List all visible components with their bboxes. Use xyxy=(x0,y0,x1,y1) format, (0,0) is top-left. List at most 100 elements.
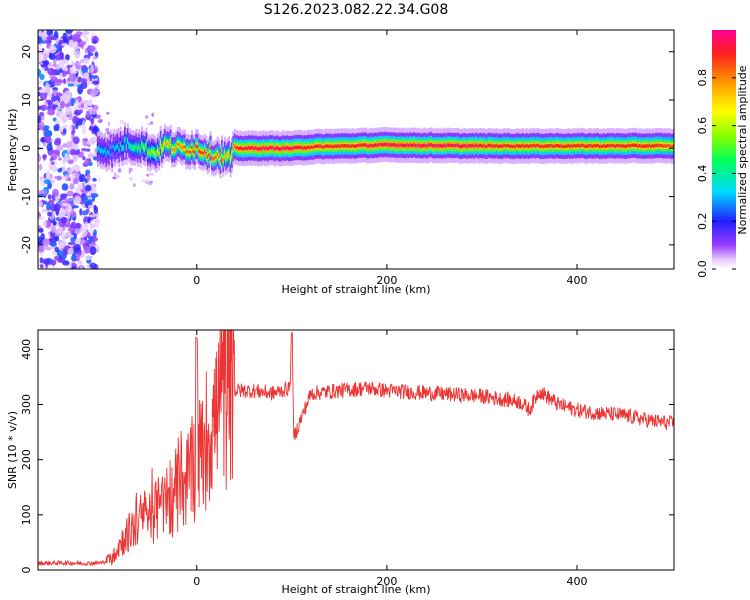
ridge-cell xyxy=(241,147,243,151)
ridge-cell xyxy=(560,144,563,148)
noise-blob xyxy=(145,180,150,185)
noise-blob xyxy=(80,43,84,49)
noise-blob xyxy=(79,266,83,269)
ridge-cell xyxy=(636,143,638,148)
ridge-cell xyxy=(450,143,453,148)
ridge-cell xyxy=(426,144,429,148)
colorbar-gradient xyxy=(712,30,736,269)
ridge-cell xyxy=(395,143,397,147)
ridge-cell xyxy=(165,142,168,146)
ridge-cell xyxy=(333,144,336,148)
ridge-cell xyxy=(295,146,298,150)
ridge-cell xyxy=(365,143,367,147)
ridge-cell xyxy=(124,138,126,142)
ridge-cell xyxy=(634,143,637,147)
noise-blob xyxy=(90,118,95,125)
noise-blob xyxy=(141,179,146,182)
ridge-cell xyxy=(613,143,616,148)
noise-blob xyxy=(50,241,57,247)
snr-frame xyxy=(37,329,675,571)
ridge-cell xyxy=(366,144,369,148)
chart-title: S126.2023.082.22.34.G08 xyxy=(264,2,449,18)
noise-blob xyxy=(48,45,57,54)
noise-blob xyxy=(68,115,73,121)
ridge-cell xyxy=(594,144,597,148)
ridge-cell xyxy=(646,144,648,148)
ridge-cell xyxy=(116,144,119,148)
ridge-cell xyxy=(309,145,312,150)
ridge-cell xyxy=(484,144,487,149)
ridge-cell xyxy=(386,143,389,147)
noise-blob xyxy=(38,48,43,52)
noise-blob xyxy=(50,76,58,83)
noise-blob xyxy=(53,203,61,212)
noise-blob xyxy=(55,64,61,70)
ridge-cell xyxy=(469,144,472,148)
noise-blob xyxy=(132,183,136,187)
spectrogram-y-ticks: 20 10 0 -10 -20 xyxy=(20,45,674,254)
ridge-cell xyxy=(272,146,275,150)
ridge-cell xyxy=(221,151,223,155)
noise-blob xyxy=(52,220,57,226)
ridge-cell xyxy=(305,146,308,150)
ridge-cell xyxy=(352,143,355,148)
noise-blob xyxy=(38,142,41,147)
x-tick-label: 0 xyxy=(193,274,200,287)
ridge-cell xyxy=(530,143,533,148)
ridge-cell xyxy=(346,144,349,148)
ridge-cell xyxy=(162,144,165,148)
ridge-cell xyxy=(108,151,111,155)
noise-blob xyxy=(73,195,82,205)
noise-blob xyxy=(79,174,86,183)
noise-blob xyxy=(69,67,78,76)
ridge-cell xyxy=(265,146,268,150)
ridge-cell xyxy=(463,143,466,148)
ridge-cell xyxy=(99,149,102,154)
ridge-cell xyxy=(256,147,259,151)
ridge-cell xyxy=(350,144,353,148)
ridge-cell xyxy=(182,145,185,149)
ridge-cell xyxy=(109,145,112,149)
noise-blob xyxy=(52,63,57,68)
ridge-cell xyxy=(531,144,534,148)
ridge-cell xyxy=(222,157,225,162)
noise-blob xyxy=(40,105,48,111)
ridge-cell xyxy=(206,155,209,159)
ridge-cell xyxy=(111,153,114,157)
ridge-cell xyxy=(145,143,148,147)
ridge-cell xyxy=(651,144,654,148)
y-tick-label: 200 xyxy=(20,449,33,470)
ridge-cell xyxy=(533,143,536,147)
noise-blob xyxy=(39,91,48,101)
noise-blob xyxy=(91,80,100,85)
noise-blob xyxy=(57,46,63,53)
ridge-cell xyxy=(556,143,559,148)
ridge-cell xyxy=(581,143,584,148)
ridge-cell xyxy=(290,146,293,151)
ridge-cell xyxy=(335,144,338,148)
noise-blob xyxy=(57,257,66,264)
noise-blob xyxy=(79,40,87,46)
ridge-cell xyxy=(260,147,263,151)
noise-blob xyxy=(72,177,80,185)
ridge-cell xyxy=(480,143,483,148)
noise-blob xyxy=(55,106,62,110)
noise-blob xyxy=(83,196,89,204)
ridge-cell xyxy=(663,144,666,149)
ridge-cell xyxy=(597,143,600,148)
noise-blob xyxy=(86,195,93,199)
noise-blob xyxy=(82,156,86,161)
noise-blob xyxy=(38,236,43,245)
ridge-cell xyxy=(212,157,215,161)
ridge-cell xyxy=(593,143,596,148)
ridge-cell xyxy=(276,146,279,150)
ridge-cell xyxy=(385,142,387,146)
ridge-cell xyxy=(98,146,101,150)
ridge-cell xyxy=(168,143,171,147)
ridge-cell xyxy=(275,146,278,150)
noise-blob xyxy=(80,234,85,239)
snr-line xyxy=(38,330,674,567)
ridge-cell xyxy=(129,144,132,149)
noise-blob xyxy=(71,255,77,262)
noise-blob xyxy=(38,115,42,124)
